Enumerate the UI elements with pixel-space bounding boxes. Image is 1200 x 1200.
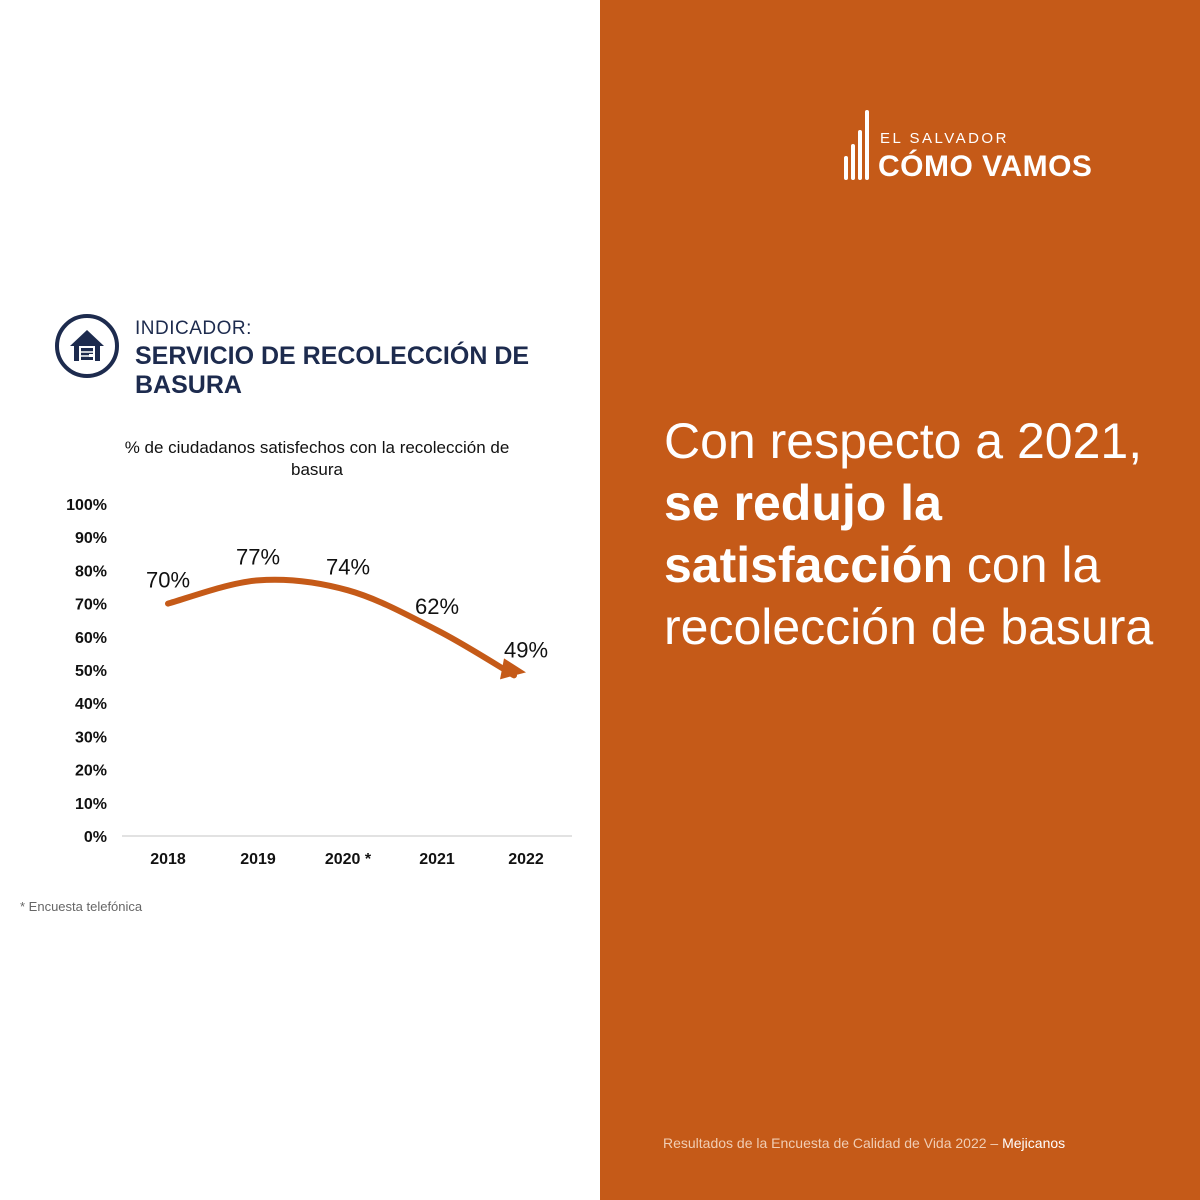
data-label: 70% [146,568,190,593]
x-tick-label: 2022 [508,851,544,868]
y-tick-label: 0% [84,829,107,846]
y-tick-label: 10% [75,796,107,813]
right-panel [600,0,1200,1200]
x-tick-label: 2020 * [325,851,372,868]
indicator-title: SERVICIO DE RECOLECCIÓN DE BASURA [135,342,530,399]
data-label: 49% [504,637,548,662]
headline-part2: con la recolección de basura [664,537,1154,655]
satisfaction-line-chart: 0% 10% 20% 30% 40% 50% 60% 70% 80% 90% 100% 2018 201… [66,497,572,868]
y-tick-label: 70% [75,597,107,614]
data-label: 74% [326,554,370,579]
x-tick-label: 2018 [150,851,186,868]
data-label: 62% [415,594,459,619]
brand-logo: EL SALVADOR CÓMO VAMOS [842,108,1132,188]
bar-logo-icon [844,110,869,180]
x-tick-label: 2019 [240,851,276,868]
source-place: Mejicanos [1002,1135,1066,1151]
chart-title: % de ciudadanos satisfechos con la recol… [124,438,510,479]
brand-top-text: EL SALVADOR [880,130,1009,147]
y-tick-label: 100% [66,497,107,514]
y-tick-label: 90% [75,530,107,547]
x-tick-label: 2021 [419,851,455,868]
headline: Con respecto a 2021, se redujo la satisf… [664,410,1184,658]
footnote: * Encuesta telefónica [20,899,143,914]
series-line [165,576,517,679]
source-note: Resultados de la Encuesta de Calidad de … [663,1135,1065,1151]
y-tick-label: 80% [75,563,107,580]
y-tick-label: 40% [75,696,107,713]
brand-main-text: CÓMO VAMOS [878,150,1093,183]
headline-part1: Con respecto a 2021, [664,413,1143,469]
y-tick-label: 20% [75,763,107,780]
left-panel: INDICADOR: SERVICIO DE RECOLECCIÓN DE BA… [20,313,572,914]
source-text: Resultados de la Encuesta de Calidad de … [663,1135,1003,1151]
y-tick-label: 30% [75,729,107,746]
y-tick-label: 60% [75,630,107,647]
y-tick-label: 50% [75,663,107,680]
data-label: 77% [236,544,280,569]
arrow-head [500,658,526,680]
indicator-label: INDICADOR: [135,318,252,339]
headline-bold: se redujo la satisfacción [664,475,954,593]
house-icon [54,313,120,379]
